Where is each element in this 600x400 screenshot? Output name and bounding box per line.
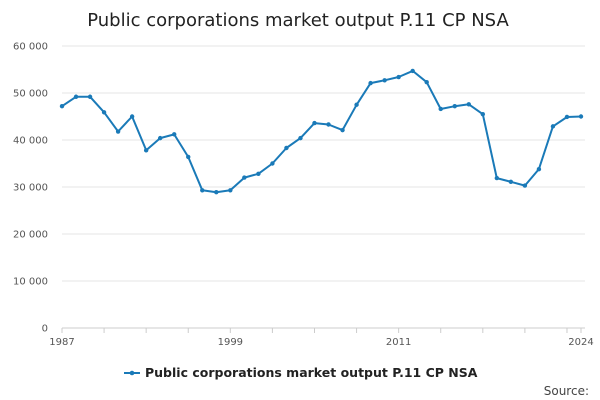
y-tick-label: 10 000: [13, 277, 48, 288]
x-tick-label: 2024: [568, 337, 593, 348]
data-point: [564, 114, 570, 120]
y-tick-label: 50 000: [13, 89, 48, 100]
axes: 0 10 000 20 000 30 000 40 000 50 000 60 000 198…: [13, 42, 594, 349]
data-point: [270, 161, 275, 166]
grid: [62, 45, 585, 282]
data-point: [143, 148, 149, 153]
data-point: [115, 129, 121, 134]
data-point: [284, 145, 289, 151]
data-point: [340, 127, 345, 133]
y-tick-label: 60 000: [13, 42, 48, 53]
x-tick-label: 2011: [386, 337, 411, 348]
data-point: [172, 132, 177, 137]
chart-title: Public corporations market output P.11 C…: [87, 10, 509, 31]
data-point: [410, 68, 415, 74]
source-label: Source:: [544, 384, 589, 398]
data-point: [438, 106, 443, 112]
data-point: [59, 103, 65, 109]
data-point: [87, 94, 93, 99]
legend-label: Public corporations market output P.11 C…: [145, 365, 478, 380]
legend: Public corporations market output P.11 C…: [124, 365, 478, 380]
data-point: [550, 124, 556, 129]
data-point: [368, 80, 373, 86]
data-point: [129, 114, 135, 119]
data-point: [452, 103, 457, 109]
data-point: [480, 111, 486, 117]
data-point: [508, 179, 514, 185]
legend-point-marker: [129, 370, 135, 376]
data-point: [396, 74, 401, 80]
data-point: [578, 114, 584, 119]
data-point: [424, 79, 429, 85]
data-point: [101, 110, 107, 115]
data-point: [200, 188, 205, 193]
series-line: [61, 69, 582, 194]
data-point: [466, 102, 471, 107]
y-tick-label: 0: [42, 324, 48, 335]
data-point: [228, 188, 233, 193]
data-point: [312, 120, 317, 126]
data-point: [382, 78, 387, 83]
data-point: [298, 135, 303, 141]
y-tick-label: 20 000: [13, 230, 48, 241]
data-point: [494, 175, 500, 181]
data-point: [326, 122, 331, 127]
data-point: [186, 154, 191, 160]
data-point: [522, 183, 528, 188]
data-point: [242, 175, 247, 180]
y-tick-label: 40 000: [13, 136, 48, 147]
data-point: [214, 189, 219, 195]
y-tick-label: 30 000: [13, 183, 48, 194]
data-point: [536, 166, 542, 172]
data-point: [354, 102, 359, 107]
data-point: [73, 94, 79, 99]
data-point: [157, 135, 163, 141]
series-layer: [59, 68, 584, 195]
x-tick-label: 1999: [218, 337, 243, 348]
x-tick-label: 1987: [49, 337, 74, 348]
data-point: [256, 171, 261, 177]
